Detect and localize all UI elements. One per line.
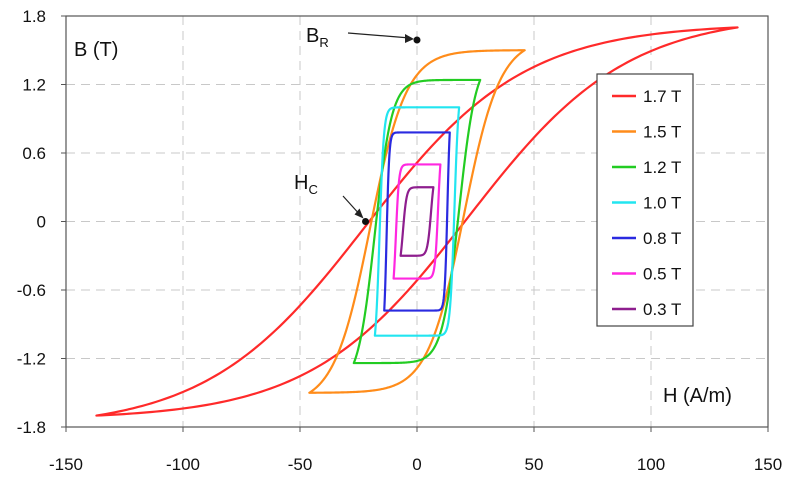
y-axis-ticks: 1.8 1.2 0.6 0 -0.6 -1.2 -1.8 — [17, 7, 66, 437]
legend-label: 0.8 T — [643, 229, 681, 248]
legend-label: 1.2 T — [643, 158, 681, 177]
br-arrow — [347, 32, 411, 39]
x-tick-label: -100 — [166, 455, 200, 474]
x-axis-label: H (A/m) — [663, 385, 732, 407]
y-tick-label: -1.8 — [17, 418, 46, 437]
x-tick-label: 0 — [412, 455, 421, 474]
loop-0-5-T — [392, 163, 442, 280]
y-tick-label: -0.6 — [17, 281, 46, 300]
br-point — [413, 36, 421, 44]
y-tick-label: 1.8 — [22, 7, 46, 26]
x-axis-ticks: -150 -100 -50 0 50 100 150 — [49, 427, 782, 474]
hc-label: HC — [294, 172, 318, 197]
y-tick-label: -1.2 — [17, 350, 46, 369]
annotations: BR HC — [294, 25, 421, 225]
x-tick-label: -150 — [49, 455, 83, 474]
loop-1-7-T — [95, 26, 739, 417]
loop-1-2-T — [352, 78, 482, 365]
hc-point — [362, 218, 370, 225]
x-tick-label: -50 — [288, 455, 313, 474]
y-tick-label: 0.6 — [22, 144, 46, 163]
br-arrowhead — [405, 33, 414, 43]
y-axis-label: B (T) — [74, 39, 118, 61]
legend-label: 1.7 T — [643, 87, 681, 106]
legend-label: 1.5 T — [643, 123, 681, 142]
x-tick-label: 50 — [525, 455, 544, 474]
hysteresis-loops — [95, 26, 739, 417]
legend-label: 1.0 T — [643, 194, 681, 213]
y-tick-label: 1.2 — [22, 76, 46, 95]
x-tick-label: 100 — [637, 455, 665, 474]
legend-box — [596, 73, 694, 327]
legend-label: 0.3 T — [643, 300, 681, 319]
br-label: BR — [306, 25, 329, 50]
loop-0-3-T — [399, 186, 435, 257]
x-tick-label: 150 — [754, 455, 782, 474]
loop-0-8-T — [383, 131, 451, 312]
loop-1-0-T — [373, 106, 461, 337]
hc-arrowhead — [354, 208, 364, 219]
legend-label: 0.5 T — [643, 265, 681, 284]
legend: 1.7 T 1.5 T 1.2 T 1.0 T 0.8 T 0.5 T 0.3 T — [596, 73, 694, 327]
y-tick-label: 0 — [37, 213, 46, 232]
